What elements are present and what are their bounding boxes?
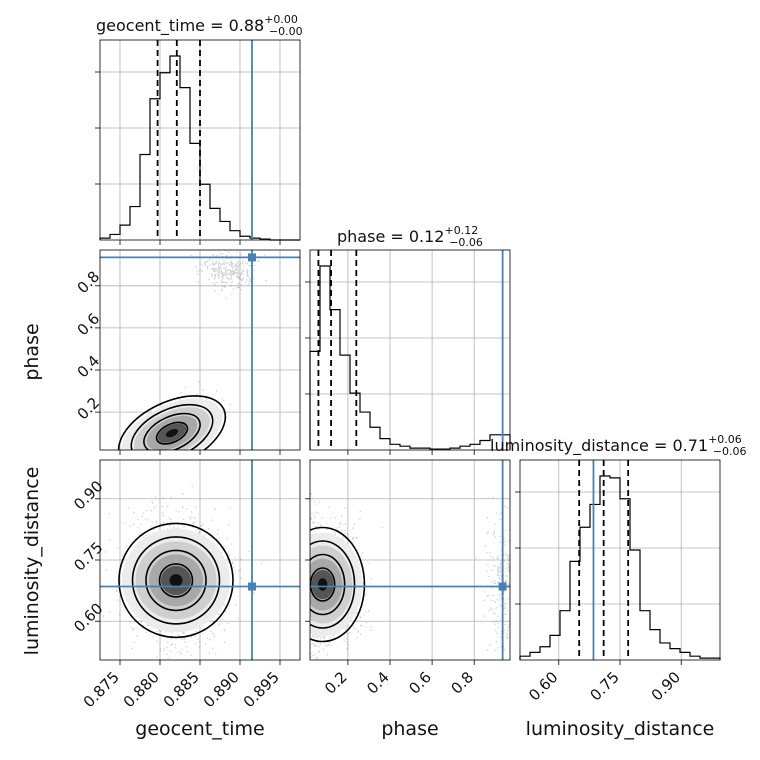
- panel-hist-phase: [305, 249, 511, 455]
- contour-2: [145, 549, 207, 612]
- x-tick-label-phase: 0.8: [447, 668, 477, 698]
- contour-0: [310, 526, 366, 643]
- xlabel-geocent-time: geocent_time: [135, 718, 264, 740]
- xlabel-luminosity-distance: luminosity_distance: [526, 718, 715, 740]
- y-tick-label-phase: 0.2: [74, 394, 104, 424]
- density-level-4: [317, 578, 328, 591]
- scatter-samples: [310, 493, 510, 660]
- y-tick-label-phase: 0.4: [74, 352, 104, 382]
- x-tick-label-geocent_time: 0.875: [80, 668, 123, 711]
- truth-point: [248, 253, 256, 262]
- contour-1: [131, 536, 221, 625]
- x-tick-label-phase: 0.4: [363, 668, 393, 698]
- contour-2: [310, 553, 346, 616]
- xlabel-phase: phase: [381, 718, 438, 740]
- panel-hist-luminosity_distance: 0.60 0.75 0.90: [515, 459, 721, 704]
- histogram-luminosity_distance: [519, 475, 721, 660]
- x-tick-label-luminosity_distance: 0.90: [648, 668, 684, 704]
- truth-point: [248, 582, 256, 591]
- x-tick-label-luminosity_distance: 0.60: [525, 668, 561, 704]
- x-tick-label-luminosity_distance: 0.75: [586, 668, 622, 704]
- panel-2d-geocent_time-phase: 0.2 0.4 0.6 0.8: [74, 249, 301, 455]
- density-level-4: [165, 429, 179, 438]
- x-tick-label-geocent_time: 0.880: [120, 668, 163, 711]
- panel-hist-geocent_time: [95, 39, 301, 245]
- ylabel-phase: phase: [21, 323, 43, 380]
- x-tick-label-phase: 0.2: [321, 668, 351, 698]
- title-phase: phase = 0.12+0.12 −0.06: [337, 224, 483, 249]
- ylabel-luminosity-distance: luminosity_distance: [21, 467, 43, 656]
- truth-point: [498, 582, 507, 591]
- scatter-samples: [123, 250, 267, 450]
- panel-content: [100, 460, 300, 660]
- y-tick-label-luminosity_distance: 0.60: [70, 600, 106, 636]
- title-luminosity-distance: luminosity_distance = 0.71+0.06 −0.06: [490, 433, 747, 458]
- x-tick-label-geocent_time: 0.890: [200, 668, 243, 711]
- contour-0: [118, 522, 234, 639]
- x-tick-label-geocent_time: 0.895: [240, 668, 283, 711]
- y-tick-label-phase: 0.6: [74, 310, 104, 340]
- y-tick-label-luminosity_distance: 0.75: [70, 538, 106, 574]
- x-tick-label-phase: 0.6: [405, 668, 435, 698]
- contour-1: [130, 403, 214, 450]
- density-level-4: [169, 574, 183, 587]
- text-layer: geocent_time = 0.88+0.00 −0.00 phase = 0.…: [21, 13, 747, 740]
- y-tick-label-phase: 0.8: [74, 267, 104, 297]
- title-geocent-time: geocent_time = 0.88+0.00 −0.00: [96, 13, 303, 38]
- histogram-geocent_time: [99, 55, 300, 241]
- panel-2d-phase-luminosity_distance: 0.2 0.4 0.6 0.8: [305, 459, 511, 698]
- histogram-phase: [309, 265, 511, 450]
- contour-3: [310, 567, 336, 602]
- panel-content: [310, 460, 510, 660]
- contour-0: [117, 395, 227, 450]
- contour-2: [143, 412, 201, 450]
- x-tick-label-geocent_time: 0.885: [160, 668, 203, 711]
- y-tick-label-luminosity_distance: 0.90: [70, 477, 106, 513]
- contour-1: [310, 540, 356, 629]
- contour-3: [158, 563, 194, 598]
- axes-frame: [309, 249, 511, 451]
- panel-content: [100, 250, 300, 450]
- contour-3: [155, 421, 189, 445]
